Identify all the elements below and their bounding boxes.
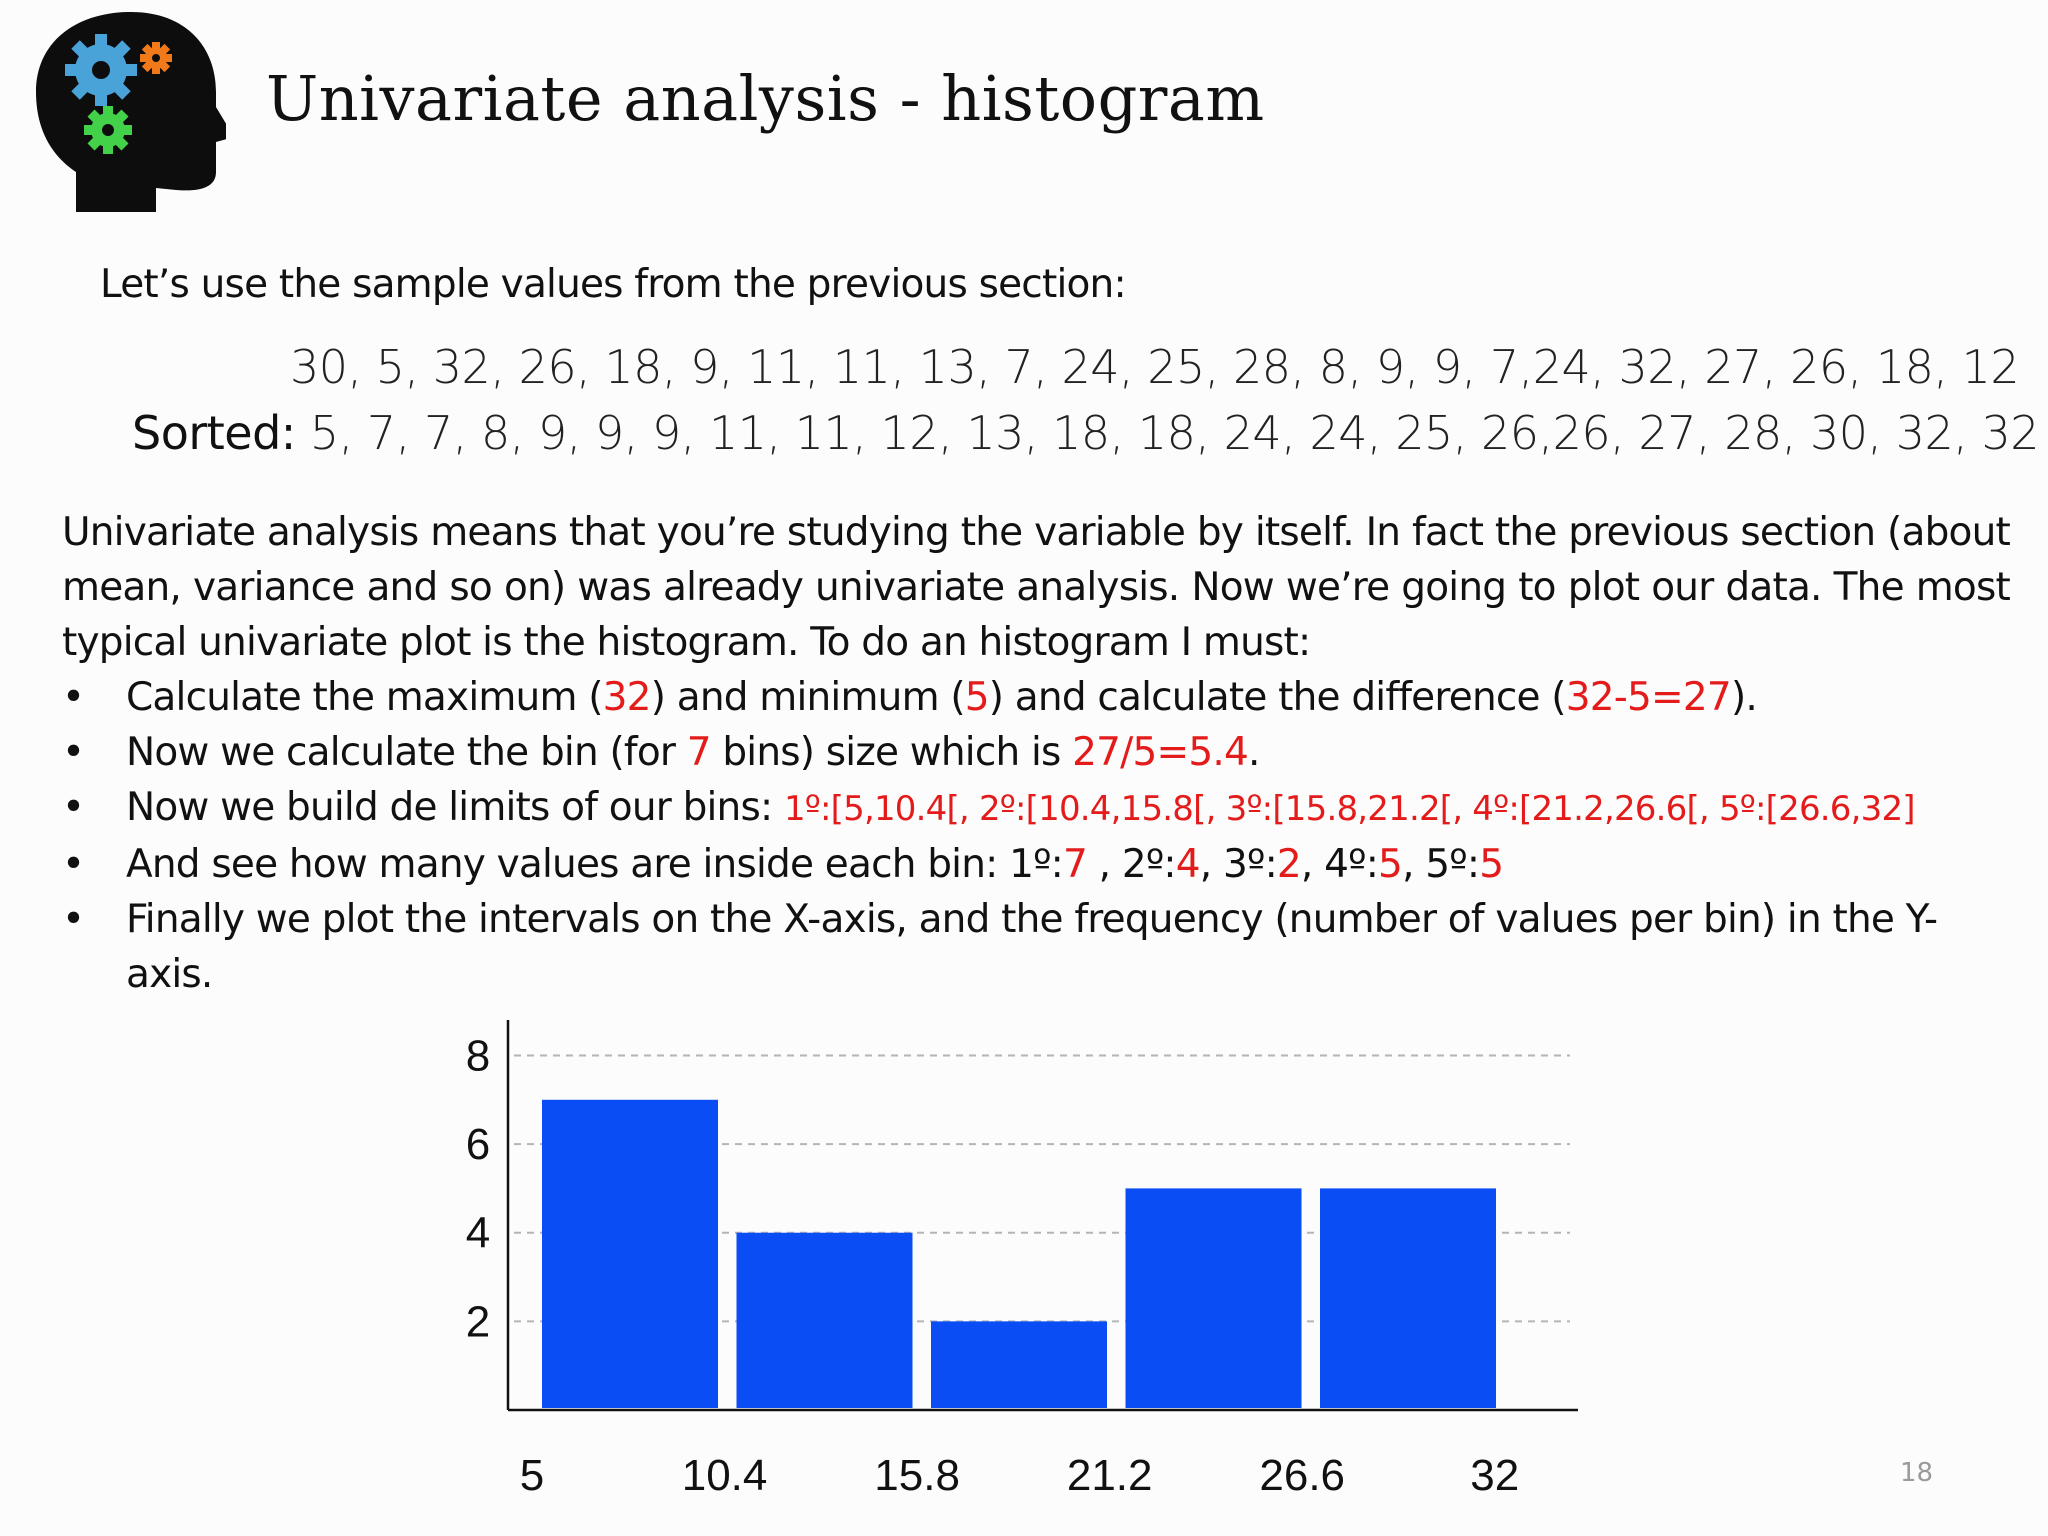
text: ) and calculate the difference ( xyxy=(988,675,1567,720)
highlight: 32-5=27 xyxy=(1565,675,1732,720)
highlight: [5,10.4[, 2º:[10.4,15.8[, 3º:[15.8,21.2[… xyxy=(830,789,1916,829)
text: Calculate the maximum ( xyxy=(126,675,603,720)
highlight: 1º: xyxy=(783,789,832,829)
bullet-glyph: • xyxy=(62,730,85,775)
list-item: • Now we build de limits of our bins: 1º… xyxy=(62,780,2010,837)
text: Finally we plot the intervals on the X-a… xyxy=(126,897,1938,997)
text: bins) size which is xyxy=(710,730,1073,775)
histogram-bar xyxy=(542,1099,718,1408)
highlight: 7 xyxy=(1063,842,1088,887)
page-number: 18 xyxy=(1900,1458,1934,1488)
page-title: Univariate analysis - histogram xyxy=(266,62,1265,135)
steps-list: • Calculate the maximum (32) and minimum… xyxy=(62,670,2010,1002)
y-tick-label: 2 xyxy=(466,1297,490,1346)
list-item: • Calculate the maximum (32) and minimum… xyxy=(62,670,2010,725)
sorted-values: 5, 7, 7, 8, 9, 9, 9, 11, 11, 12, 13, 18,… xyxy=(309,406,2040,460)
text: , 3º: xyxy=(1199,842,1278,887)
head-with-gears-icon xyxy=(36,12,226,212)
bullet-glyph: • xyxy=(62,675,85,720)
histogram-bar xyxy=(1320,1188,1496,1408)
text: Now we calculate the bin (for xyxy=(126,730,687,775)
intro-text: Let’s use the sample values from the pre… xyxy=(100,262,1127,307)
y-tick-label: 4 xyxy=(466,1209,490,1258)
highlight: 32 xyxy=(602,675,652,720)
text: And see how many values are inside each … xyxy=(126,842,1064,887)
text: , 5º: xyxy=(1402,842,1480,887)
bullet-glyph: • xyxy=(62,785,85,830)
list-item: • Now we calculate the bin (for 7 bins) … xyxy=(62,725,2010,780)
text: , 2º: xyxy=(1087,842,1177,887)
bullet-glyph: • xyxy=(62,842,85,887)
text: . xyxy=(1248,730,1260,775)
sorted-label: Sorted: xyxy=(132,406,296,460)
highlight: 5 xyxy=(1479,842,1504,887)
x-tick-label: 26.6 xyxy=(1259,1451,1345,1500)
text: Now we build de limits of our bins: xyxy=(126,785,784,830)
y-tick-label: 6 xyxy=(466,1120,490,1169)
highlight: 27/5=5.4 xyxy=(1072,730,1249,775)
x-tick-label: 15.8 xyxy=(874,1451,960,1500)
highlight: 5 xyxy=(1378,842,1403,887)
text: ) and minimum ( xyxy=(650,675,966,720)
x-tick-label: 32 xyxy=(1470,1451,1519,1500)
text: ). xyxy=(1730,675,1758,720)
histogram-bar xyxy=(1125,1188,1302,1408)
sorted-values-line: Sorted: 5, 7, 7, 8, 9, 9, 9, 11, 11, 12,… xyxy=(132,406,2040,460)
text: , 4º: xyxy=(1300,842,1379,887)
highlight: 7 xyxy=(686,730,712,775)
histogram-bar xyxy=(931,1321,1107,1408)
y-tick-label: 8 xyxy=(466,1031,490,1080)
x-tick-label: 5 xyxy=(520,1451,544,1500)
histogram-bar xyxy=(736,1232,913,1408)
sample-values: 30, 5, 32, 26, 18, 9, 11, 11, 13, 7, 24,… xyxy=(290,340,2020,394)
explanation-paragraph: Univariate analysis means that you’re st… xyxy=(62,510,2011,665)
list-item: • Finally we plot the intervals on the X… xyxy=(62,892,2010,1002)
highlight: 5 xyxy=(964,675,990,720)
list-item: • And see how many values are inside eac… xyxy=(62,837,2010,892)
x-tick-label: 10.4 xyxy=(682,1451,768,1500)
highlight: 4 xyxy=(1175,842,1201,887)
bullet-glyph: • xyxy=(62,897,85,942)
x-tick-label: 21.2 xyxy=(1067,1451,1153,1500)
highlight: 2 xyxy=(1276,842,1302,887)
histogram-chart: 2 4 6 8 5 10.4 15.8 21.2 26.6 32 xyxy=(466,1020,1578,1500)
